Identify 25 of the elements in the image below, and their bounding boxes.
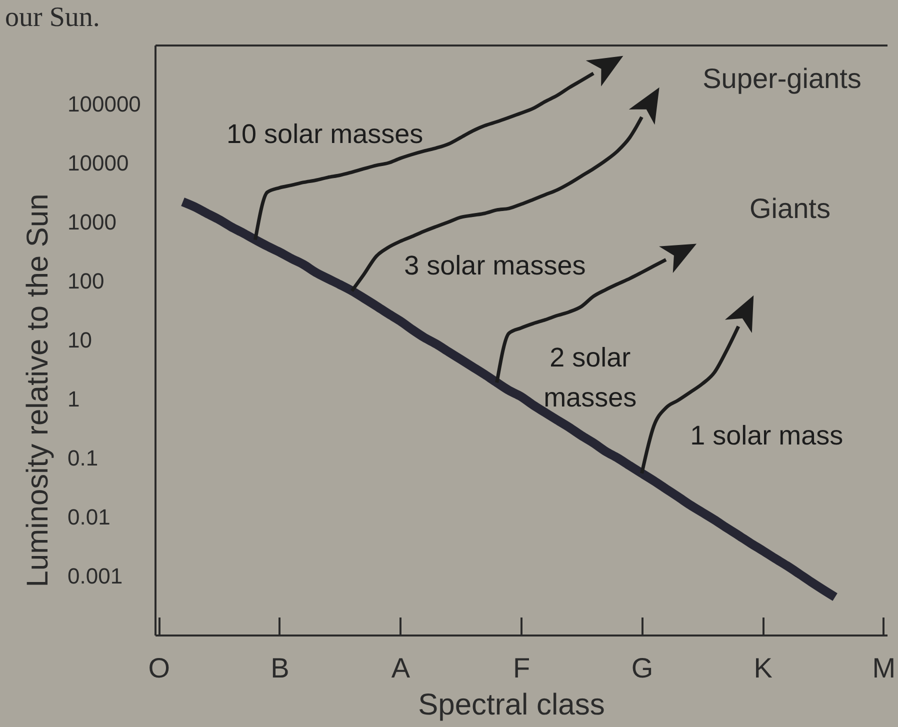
annotation: Super-giants <box>702 63 862 94</box>
y-tick-label: 1 <box>68 386 80 412</box>
y-tick-label: 1000 <box>68 210 116 234</box>
y-tick-label: 0.001 <box>68 564 123 588</box>
series-label: 2 solar masses <box>544 342 637 413</box>
x-tick-label: K <box>754 652 773 684</box>
series-label: 3 solar masses <box>404 250 586 280</box>
series-label: 10 solar masses <box>226 119 424 150</box>
text: our Sun. <box>5 2 100 33</box>
series-label: 1 solar mass <box>690 420 844 450</box>
x-tick-label: G <box>631 652 654 684</box>
x-tick-label: F <box>512 652 530 684</box>
annotation: Giants <box>750 193 830 224</box>
x-tick-label: A <box>391 652 410 684</box>
x-tick-label: M <box>872 652 896 684</box>
x-tick-label: B <box>270 652 290 684</box>
y-tick-label: 10000 <box>68 150 129 176</box>
x-axis-title: Spectral class <box>418 688 605 722</box>
y-tick-label: 0.1 <box>68 446 98 470</box>
y-tick-label: 100 <box>68 268 104 294</box>
y-tick-label: 10 <box>68 328 92 352</box>
x-tick-label: O <box>148 652 170 684</box>
y-tick-label: 100000 <box>68 92 141 116</box>
y-tick-label: 0.01 <box>68 504 110 530</box>
y-axis-title: Luminosity relative to the Sun <box>22 194 54 588</box>
